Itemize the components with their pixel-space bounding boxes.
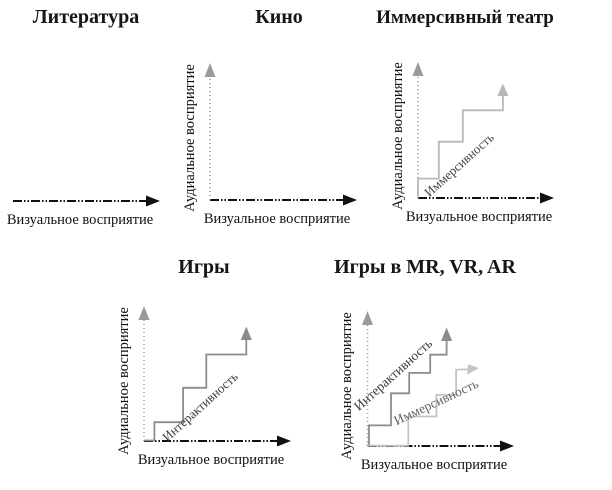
- svg-text:Визуальное восприятие: Визуальное восприятие: [406, 209, 552, 225]
- svg-text:Аудиальное восприятие: Аудиальное восприятие: [182, 64, 198, 212]
- svg-text:Аудиальное восприятие: Аудиальное восприятие: [116, 307, 132, 455]
- svg-text:Аудиальное восприятие: Аудиальное восприятие: [339, 312, 355, 460]
- svg-text:Визуальное восприятие: Визуальное восприятие: [138, 452, 284, 468]
- svg-text:Игры: Игры: [178, 256, 230, 278]
- svg-text:Визуальное восприятие: Визуальное восприятие: [7, 212, 153, 228]
- svg-text:Визуальное восприятие: Визуальное восприятие: [204, 211, 350, 227]
- svg-text:Кино: Кино: [255, 6, 303, 28]
- svg-text:Иммерсивный театр: Иммерсивный театр: [376, 7, 554, 28]
- svg-text:Визуальное восприятие: Визуальное восприятие: [361, 457, 507, 473]
- svg-text:Аудиальное восприятие: Аудиальное восприятие: [390, 62, 406, 210]
- svg-text:Игры в MR, VR, AR: Игры в MR, VR, AR: [334, 256, 516, 278]
- svg-text:Литература: Литература: [33, 6, 139, 28]
